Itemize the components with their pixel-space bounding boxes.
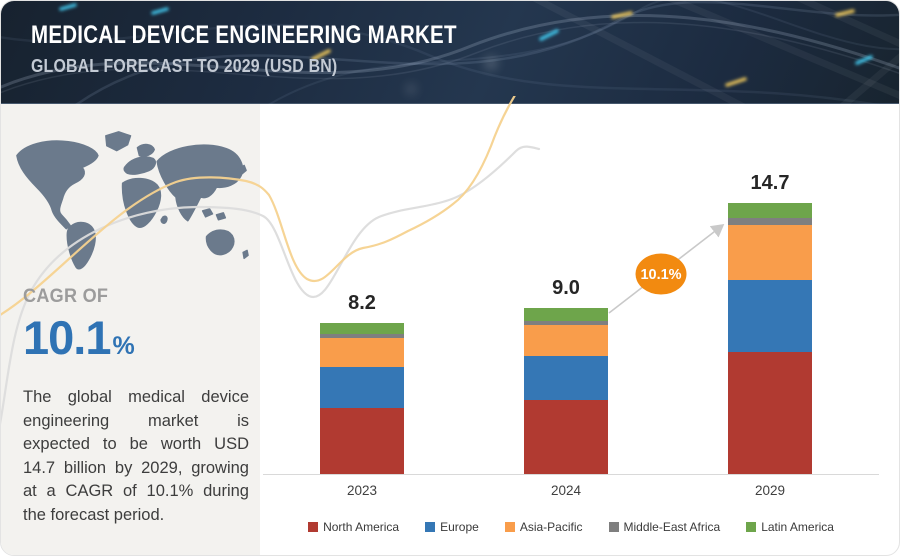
- bar-segment-asia-pacific-2029: [728, 224, 812, 281]
- legend-label-north-america: North America: [323, 520, 400, 534]
- x-axis-line: [263, 474, 879, 475]
- legend-label-middle-east-africa: Middle-East Africa: [623, 520, 721, 534]
- legend-swatch-europe: [425, 522, 436, 532]
- legend-item-north-america: North America: [308, 520, 399, 534]
- bar-segment-north-america-2029: [728, 352, 812, 474]
- bar-segment-latin-america-2029: [728, 202, 812, 218]
- legend-swatch-north-america: [308, 522, 319, 532]
- bar-total-label-2029: 14.7: [750, 171, 790, 194]
- chart-legend: North America Europe Asia-Pacific Middle-Ea…: [263, 520, 879, 534]
- legend-item-europe: Europe: [425, 520, 479, 534]
- bar-segment-middle-east-africa-2029: [728, 217, 812, 225]
- bar-segment-north-america-2024: [524, 400, 608, 474]
- legend-label-asia-pacific: Asia-Pacific: [519, 520, 583, 534]
- legend-item-latin-america: Latin America: [746, 520, 834, 534]
- legend-swatch-asia-pacific: [504, 522, 515, 532]
- bar-column-2023: [320, 322, 404, 474]
- bar-segment-latin-america-2024: [524, 307, 608, 321]
- cagr-bubble-label: 10.1%: [640, 267, 681, 283]
- bar-segment-europe-2023: [320, 367, 404, 408]
- header-banner: MEDICAL DEVICE ENGINEERING MARKET GLOBAL…: [1, 1, 899, 104]
- bar-total-label-2024: 9.0: [552, 276, 580, 299]
- bar-segment-europe-2024: [524, 355, 608, 401]
- legend-label-latin-america: Latin America: [761, 520, 834, 534]
- cagr-annotation: 10.1%: [608, 224, 725, 314]
- cagr-bubble: [635, 253, 687, 295]
- x-axis-label-2024: 2024: [550, 483, 582, 498]
- header-network-graphic: [1, 1, 899, 104]
- bar-segment-north-america-2023: [320, 407, 404, 474]
- x-axis-label-2029: 2029: [754, 483, 786, 498]
- bar-segment-middle-east-africa-2024: [524, 320, 608, 325]
- legend-label-europe: Europe: [440, 520, 479, 534]
- bar-total-label-2023: 8.2: [348, 291, 376, 314]
- page-title: MEDICAL DEVICE ENGINEERING MARKET: [31, 21, 457, 49]
- legend-swatch-middle-east-africa: [608, 522, 619, 532]
- legend-item-asia-pacific: Asia-Pacific: [504, 520, 583, 534]
- bar-segment-europe-2029: [728, 280, 812, 353]
- legend-swatch-latin-america: [746, 522, 757, 532]
- bar-segment-latin-america-2023: [320, 322, 404, 334]
- page-subtitle: GLOBAL FORECAST TO 2029 (USD BN): [31, 55, 338, 76]
- bar-column-2029: [728, 202, 812, 474]
- legend-item-middle-east-africa: Middle-East Africa: [608, 520, 721, 534]
- x-axis-label-2023: 2023: [346, 483, 378, 498]
- bar-segment-asia-pacific-2023: [320, 337, 404, 368]
